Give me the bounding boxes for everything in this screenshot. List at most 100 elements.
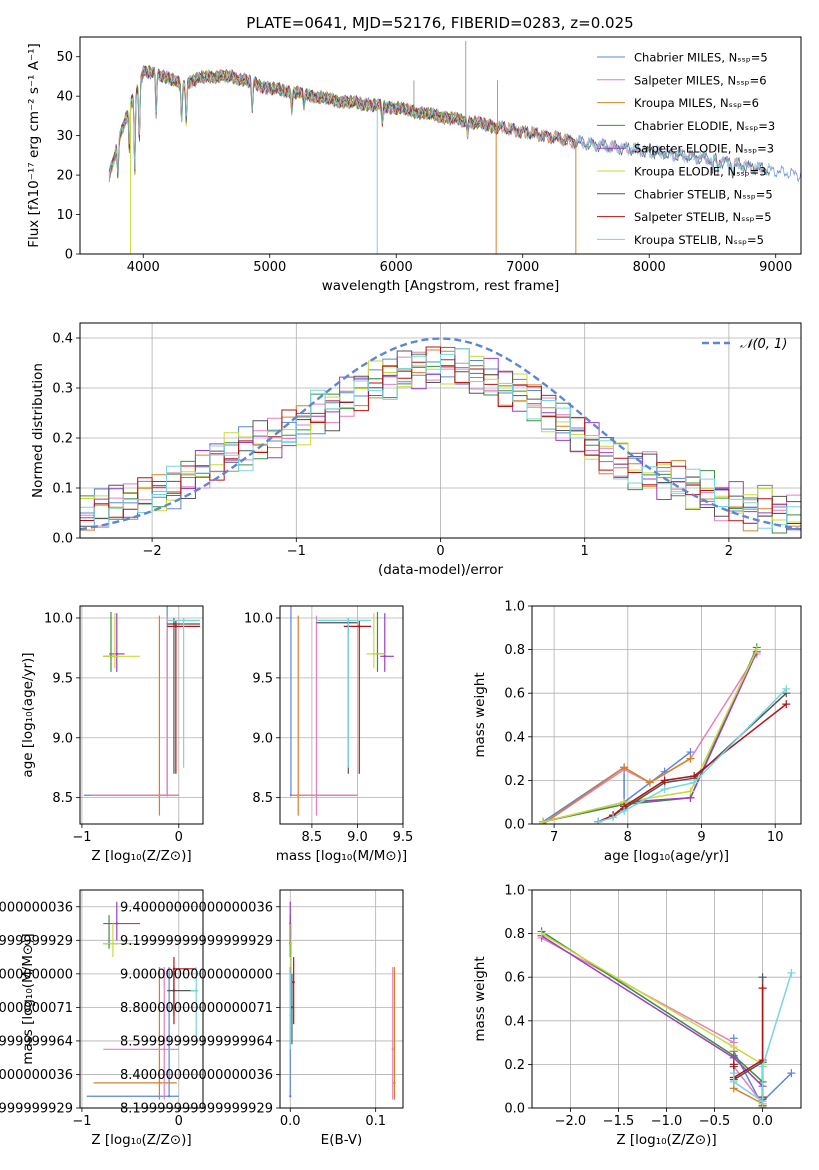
data-point	[292, 981, 295, 984]
y-tick-label: 0.8	[504, 643, 525, 658]
x-tick-label: 9000	[759, 260, 792, 275]
data-marker	[660, 785, 669, 794]
weight-line	[541, 937, 764, 1108]
y-tick-label: 50	[56, 50, 73, 65]
y-tick-label: 0.4	[52, 332, 73, 347]
panel-age-vs-mass: 8.5 9.0 9.5 8.5 9.0 9.5 10.0 mass [log₁₀(M/M⊙)]	[244, 605, 413, 864]
data-point	[163, 1048, 166, 1051]
y-tick-label: 9.40000000000000036	[120, 900, 273, 915]
data-marker	[752, 645, 761, 654]
plot-area	[108, 40, 801, 254]
x-tick-label: −2	[143, 544, 162, 559]
legend-label: Chabrier ELODIE, Nₛₛₚ=3	[634, 119, 775, 133]
legend-label: Kroupa ELODIE, Nₛₛₚ=3	[634, 165, 767, 179]
data-marker	[620, 763, 629, 772]
y-tick-label: 30	[56, 129, 73, 144]
y-tick-label: 0.1	[52, 482, 73, 497]
y-tick-label: 8.80000000000000071	[0, 1001, 73, 1016]
axes-frame	[79, 889, 204, 1109]
data-point	[289, 942, 293, 945]
x-axis-label: wavelength [Angstrom, rest frame]	[322, 278, 560, 294]
y-tick-label: 8.5	[252, 791, 273, 806]
data-marker	[758, 1097, 767, 1106]
data-point	[290, 1006, 294, 1009]
y-tick-label: 9.40000000000000036	[0, 900, 73, 915]
axes-frame	[531, 889, 802, 1109]
x-tick-label: 0.1	[365, 1114, 386, 1129]
data-point	[391, 1048, 394, 1051]
x-tick-label: 0	[436, 544, 444, 559]
x-axis-label: (data-model)/error	[378, 562, 504, 578]
y-tick-label: 0.6	[504, 687, 525, 702]
data-point	[172, 622, 176, 626]
y-tick-label: 0.0	[504, 1102, 525, 1117]
data-point	[393, 1081, 396, 1085]
x-axis-label: age [log₁₀(age/yr)]	[604, 848, 729, 864]
data-point	[347, 619, 350, 622]
y-tick-label: 8.19999999999999929	[120, 1102, 273, 1117]
x-tick-label: −1.5	[603, 1114, 635, 1129]
weight-line	[542, 751, 691, 823]
y-tick-label: 9.0	[252, 731, 273, 746]
y-tick-label: 0.2	[52, 432, 73, 447]
x-axis-label: Z [log₁₀(Z/Z⊙)]	[616, 1132, 716, 1148]
legend-label: Chabrier MILES, Nₛₛₚ=5	[634, 51, 768, 65]
x-tick-label: −1	[72, 1114, 91, 1129]
x-tick-label: 8.5	[302, 830, 323, 845]
data-marker	[620, 806, 629, 815]
y-tick-label: 10.0	[44, 611, 73, 626]
y-axis-label: mass weight	[472, 956, 488, 1041]
data-point	[174, 625, 178, 628]
y-tick-label: 10.0	[244, 611, 273, 626]
y-tick-label: 0.4	[504, 730, 525, 745]
plot-area	[86, 901, 199, 1100]
y-tick-label: 9.19999999999999929	[120, 934, 273, 949]
data-point	[358, 625, 361, 628]
y-tick-label: 1.0	[504, 884, 525, 899]
legend: Chabrier MILES, Nₛₛₚ=5 Salpeter MILES, Nₛ…	[597, 51, 775, 247]
spectrum-line	[108, 66, 770, 177]
x-tick-label: 7000	[506, 260, 539, 275]
y-tick-label: 0	[65, 248, 73, 263]
data-point	[182, 619, 185, 622]
weight-line	[541, 932, 764, 1104]
panel-age-vs-Z: −1 0 8.5 9.0 9.5 10.0 Z [log₁₀(Z/Z⊙)] age [log₁…	[20, 605, 204, 864]
legend: 𝒩(0, 1)	[702, 337, 787, 352]
panel-spectrum: 4000 5000 6000 7000 8000 9000 0 10 20 30 40 50 wavel…	[26, 36, 802, 294]
data-marker	[686, 754, 695, 763]
x-tick-label: 0.0	[280, 1114, 301, 1129]
axes-frame	[79, 322, 802, 539]
x-tick-label: 1	[581, 544, 589, 559]
weight-line	[597, 703, 787, 823]
y-tick-label: 0.0	[504, 818, 525, 833]
y-tick-label: 9.5	[52, 671, 73, 686]
y-tick-label: 8.80000000000000071	[120, 1001, 273, 1016]
y-tick-label: 9.0	[52, 731, 73, 746]
axes-frame	[531, 605, 802, 825]
x-tick-label: 5000	[253, 260, 286, 275]
x-tick-label: 10	[767, 830, 784, 845]
figure-title: PLATE=0641, MJD=52176, FIBERID=0283, z=0…	[246, 14, 633, 32]
data-point	[195, 989, 198, 992]
y-tick-label: 0.2	[504, 1058, 525, 1073]
data-marker	[609, 813, 618, 822]
histogram-series	[80, 348, 801, 538]
y-tick-label: 8.19999999999999929	[0, 1102, 73, 1117]
data-point	[158, 1081, 161, 1085]
x-tick-label: 9	[697, 830, 705, 845]
data-point	[289, 1095, 292, 1098]
y-axis-label: age [log₁₀(age/yr)]	[20, 652, 36, 777]
data-marker	[729, 1069, 738, 1078]
x-tick-label: 0.0	[752, 1114, 773, 1129]
weight-line	[542, 757, 691, 824]
x-tick-label: −2.0	[555, 1114, 587, 1129]
data-point	[315, 794, 318, 797]
y-tick-label: 9.19999999999999929	[0, 934, 73, 949]
axes-frame	[279, 889, 404, 1109]
data-marker	[758, 973, 767, 982]
plot-area	[80, 337, 801, 538]
y-axis-label: Flux [fλ10⁻¹⁷ erg cm⁻² s⁻¹ A⁻¹]	[26, 43, 42, 248]
x-axis-label: Z [log₁₀(Z/Z⊙)]	[91, 848, 191, 864]
data-marker	[645, 778, 654, 787]
x-tick-label: 8000	[633, 260, 666, 275]
